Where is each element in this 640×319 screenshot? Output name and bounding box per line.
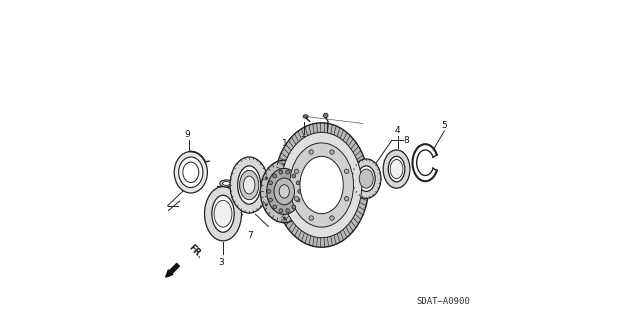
- Polygon shape: [166, 263, 179, 277]
- Ellipse shape: [237, 166, 260, 204]
- Circle shape: [286, 209, 289, 212]
- Ellipse shape: [275, 123, 369, 247]
- Text: 7: 7: [247, 231, 253, 240]
- Circle shape: [286, 170, 289, 174]
- Ellipse shape: [220, 180, 232, 187]
- Circle shape: [301, 204, 303, 206]
- Circle shape: [283, 163, 285, 166]
- Ellipse shape: [183, 162, 199, 182]
- Ellipse shape: [239, 170, 259, 200]
- Ellipse shape: [243, 176, 255, 194]
- Circle shape: [330, 150, 334, 154]
- Circle shape: [330, 216, 334, 220]
- Circle shape: [279, 170, 283, 174]
- Ellipse shape: [388, 156, 405, 182]
- Circle shape: [269, 198, 273, 202]
- Circle shape: [296, 198, 300, 202]
- Ellipse shape: [222, 182, 230, 185]
- Ellipse shape: [267, 168, 302, 214]
- Circle shape: [301, 177, 303, 179]
- Ellipse shape: [179, 157, 203, 188]
- Text: 1: 1: [282, 139, 288, 148]
- Text: 3: 3: [218, 258, 224, 267]
- Circle shape: [273, 205, 276, 209]
- Circle shape: [309, 216, 314, 220]
- Circle shape: [273, 174, 276, 178]
- Circle shape: [292, 205, 296, 209]
- Ellipse shape: [390, 160, 403, 179]
- Circle shape: [279, 209, 283, 212]
- Ellipse shape: [303, 115, 308, 118]
- Circle shape: [265, 204, 268, 206]
- Text: 5: 5: [442, 121, 447, 130]
- Text: SDAT−A0900: SDAT−A0900: [416, 297, 470, 306]
- Ellipse shape: [357, 166, 375, 191]
- Text: 6: 6: [323, 135, 328, 144]
- Circle shape: [344, 169, 349, 174]
- Ellipse shape: [282, 132, 362, 238]
- Ellipse shape: [290, 143, 353, 227]
- Circle shape: [265, 177, 268, 179]
- Circle shape: [292, 174, 296, 178]
- Ellipse shape: [205, 187, 241, 241]
- Circle shape: [323, 113, 328, 118]
- Text: 9: 9: [185, 130, 191, 139]
- Circle shape: [294, 197, 299, 201]
- Circle shape: [283, 217, 285, 219]
- Ellipse shape: [174, 152, 207, 193]
- Ellipse shape: [260, 160, 308, 223]
- Ellipse shape: [383, 150, 410, 188]
- Circle shape: [296, 181, 300, 185]
- Ellipse shape: [300, 156, 343, 214]
- Circle shape: [298, 189, 301, 193]
- Circle shape: [269, 181, 273, 185]
- Ellipse shape: [230, 157, 268, 213]
- Circle shape: [267, 189, 271, 193]
- Circle shape: [309, 150, 314, 154]
- Text: 2: 2: [300, 136, 306, 145]
- Circle shape: [294, 169, 299, 174]
- Text: FR.: FR.: [187, 243, 204, 260]
- Ellipse shape: [279, 185, 289, 198]
- Text: 8: 8: [403, 136, 409, 145]
- Circle shape: [344, 197, 349, 201]
- Ellipse shape: [214, 200, 232, 227]
- Text: 4: 4: [395, 126, 401, 135]
- Ellipse shape: [351, 159, 381, 198]
- Ellipse shape: [212, 195, 234, 232]
- Ellipse shape: [359, 169, 373, 188]
- Ellipse shape: [274, 178, 294, 205]
